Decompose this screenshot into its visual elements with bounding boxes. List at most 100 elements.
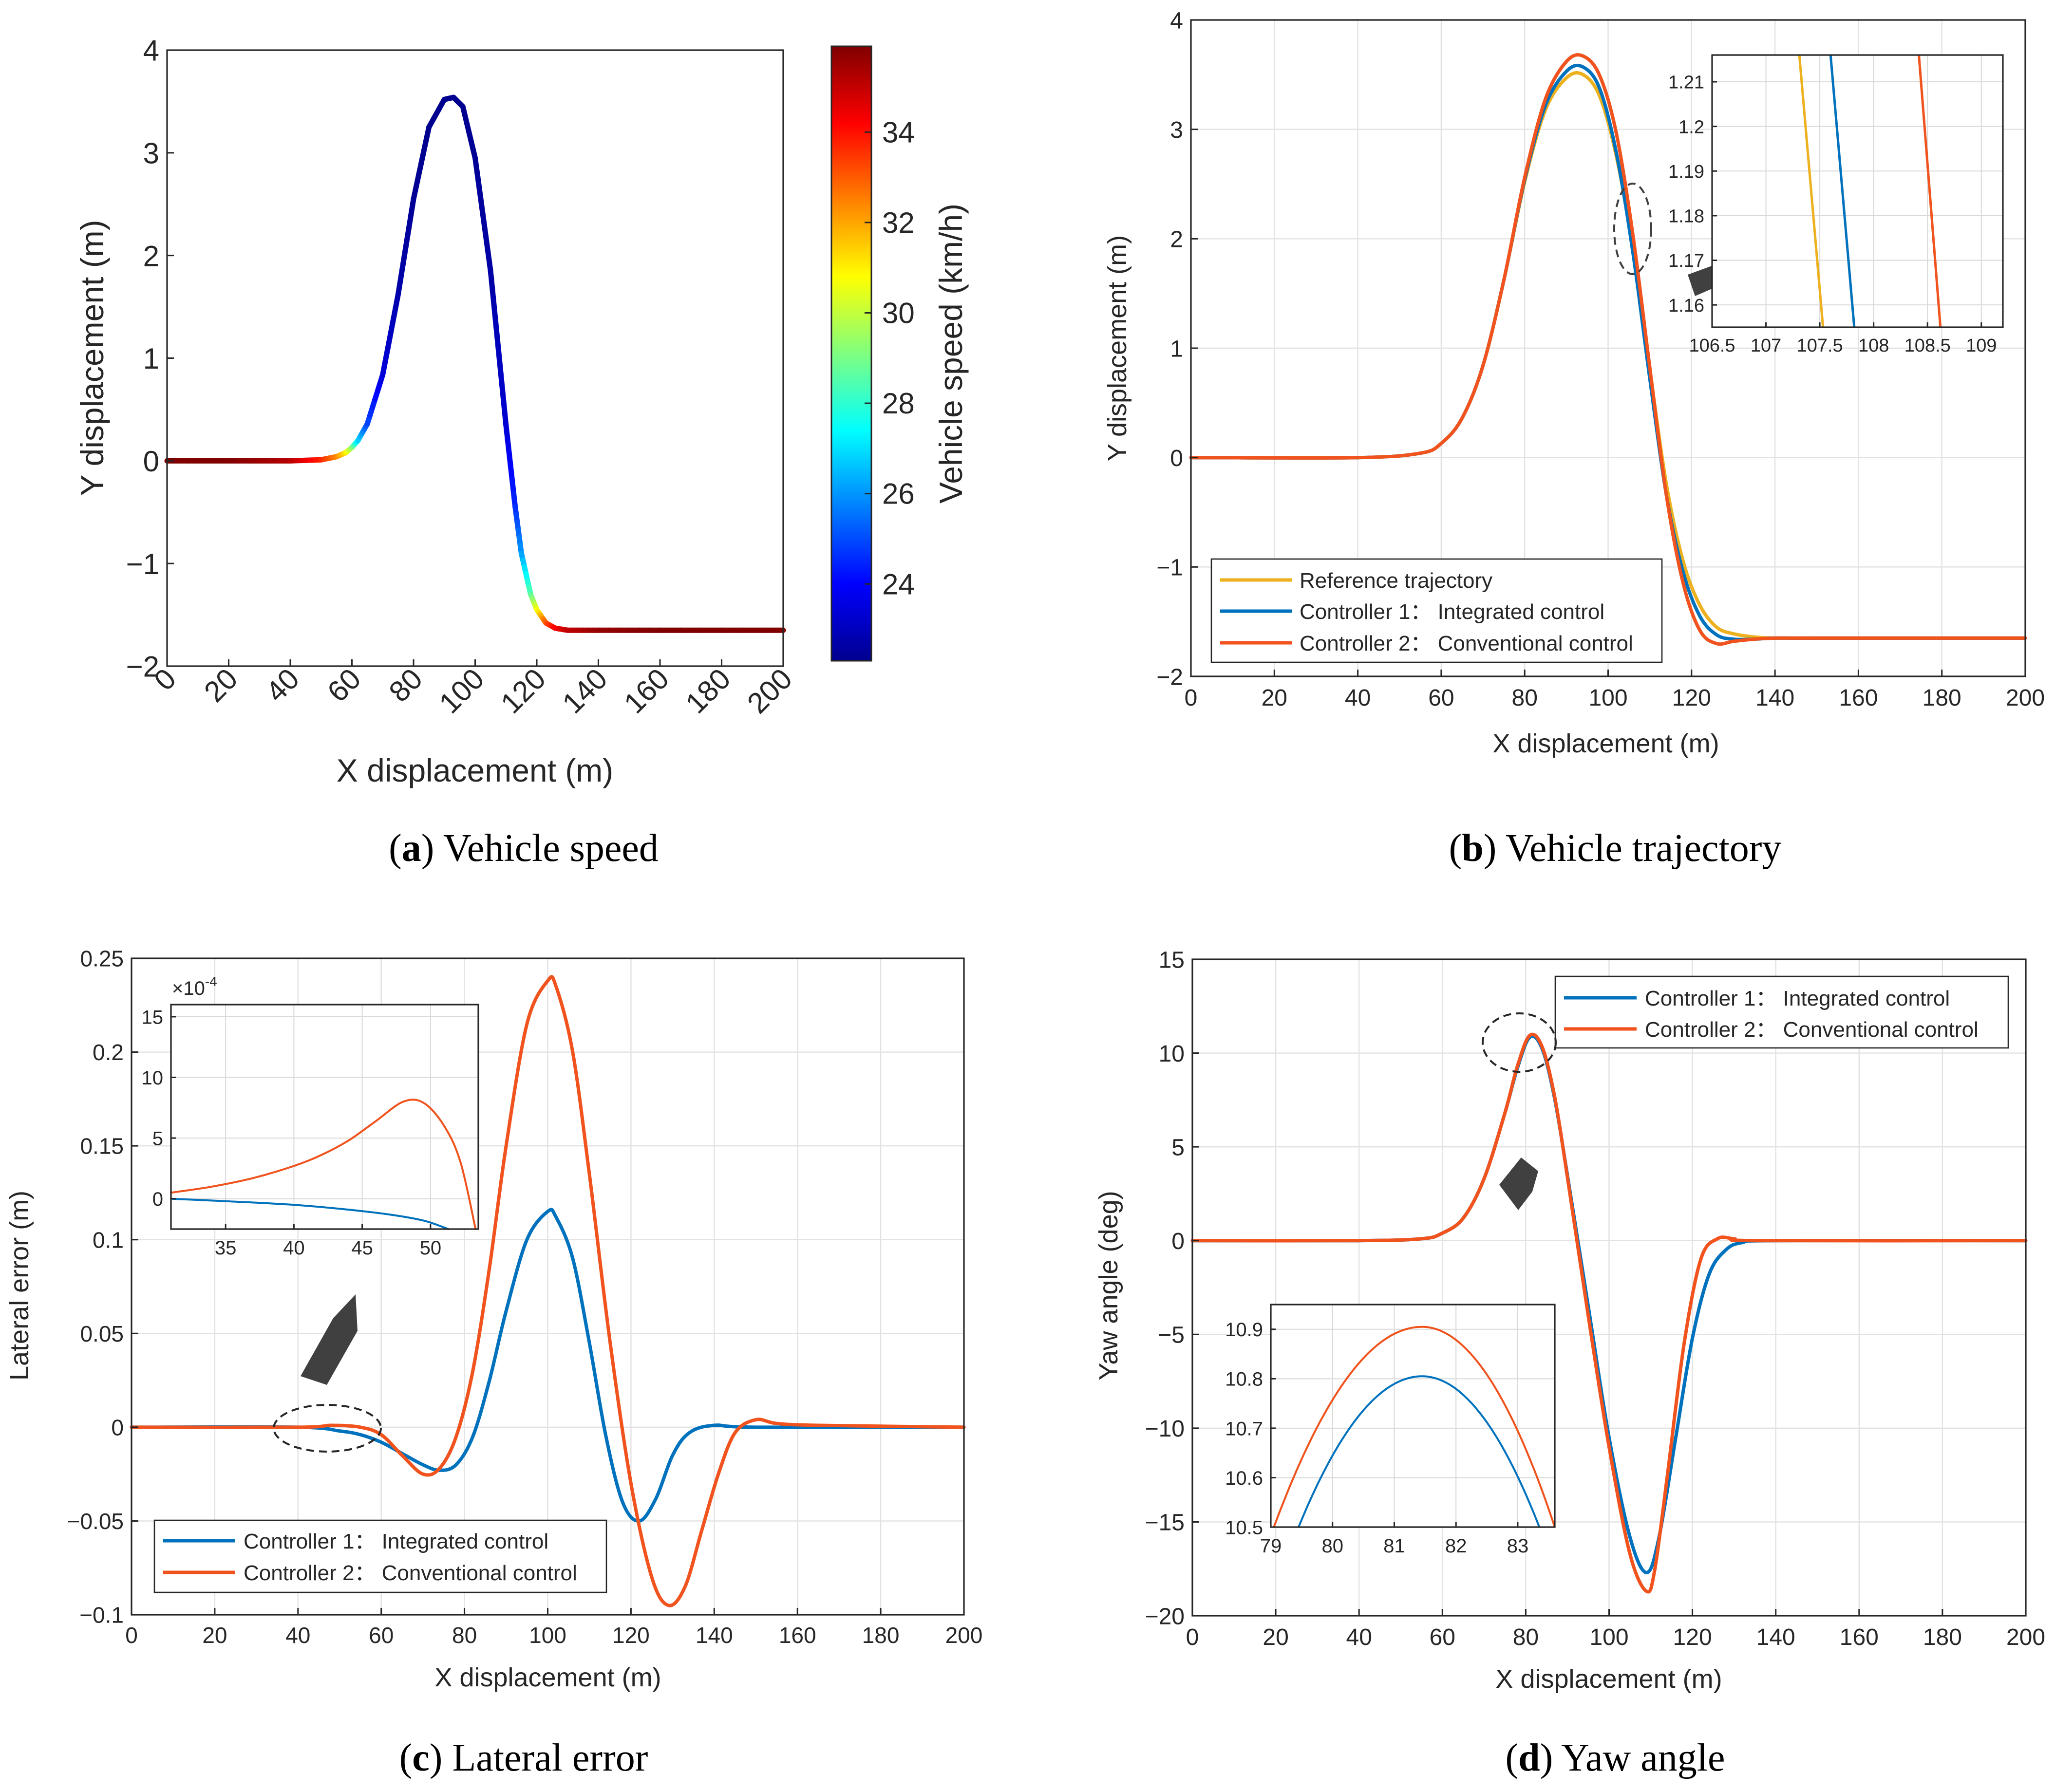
y-tick-label: 5 xyxy=(1171,1135,1185,1160)
zoom-region-ellipse xyxy=(1613,183,1652,275)
panel-a-y-axis-label: Y displacement (m) xyxy=(74,220,110,496)
x-tick-label: 45 xyxy=(351,1237,373,1259)
speed-colored-trajectory-segment xyxy=(403,228,411,250)
speed-colored-trajectory-segment xyxy=(408,196,416,218)
y-tick-label: −5 xyxy=(1158,1323,1185,1348)
x-tick-label: 35 xyxy=(215,1237,237,1259)
speed-colored-trajectory-segment xyxy=(483,230,491,255)
colorbar-tick-label: 24 xyxy=(882,568,915,600)
legend-label-reference: Reference trajectory xyxy=(1300,569,1492,593)
y-tick-label: 0.15 xyxy=(80,1134,124,1159)
colorbar-label: Vehicle speed (km/h) xyxy=(933,204,969,504)
panel-b-vehicle-trajectory: 0 20 40 60 80 100 120 140 160 180 200 −2 −1 0 1 2 3 4 X d… xyxy=(1103,8,2045,758)
x-tick-label: 40 xyxy=(260,662,306,709)
y-tick-label: 2 xyxy=(143,240,159,272)
caption-d: (d) Yaw angle xyxy=(1505,1736,1725,1779)
legend-label-controller-2: Controller 2： Conventional control xyxy=(244,1561,577,1585)
y-tick-label: 0 xyxy=(111,1415,124,1440)
x-tick-label: 60 xyxy=(369,1623,394,1648)
x-tick-label: 140 xyxy=(1755,685,1794,711)
y-tick-label: −20 xyxy=(1145,1604,1185,1629)
panel-a-x-axis-label: X displacement (m) xyxy=(337,752,614,788)
x-tick-label: 120 xyxy=(494,662,552,720)
y-tick-label: 1.2 xyxy=(1678,117,1704,137)
x-tick-label: 60 xyxy=(1428,685,1454,711)
y-tick-label: 10.8 xyxy=(1225,1369,1263,1390)
inset-series-line-2 xyxy=(1829,55,1856,328)
speed-colored-trajectory-segment xyxy=(490,294,499,325)
x-tick-label: 0 xyxy=(1186,1624,1199,1650)
x-tick-label: 20 xyxy=(202,1623,227,1648)
colorbar xyxy=(830,45,872,662)
y-tick-label: 3 xyxy=(143,137,159,169)
y-tick-label: 0.25 xyxy=(80,946,124,971)
legend-label-controller-1: Controller 1： Integrated control xyxy=(244,1530,548,1553)
x-tick-label: 107.5 xyxy=(1797,336,1843,356)
panel-d-y-axis-label: Yaw angle (deg) xyxy=(1094,1191,1123,1380)
x-tick-label: 106.5 xyxy=(1689,336,1735,356)
speed-colored-trajectory-segment xyxy=(485,249,493,274)
legend-label-controller-1: Controller 1： Integrated control xyxy=(1645,987,1950,1010)
x-tick-label: 200 xyxy=(741,662,798,720)
speed-colored-trajectory-segment xyxy=(475,174,483,199)
x-tick-label: 109 xyxy=(1966,336,1997,356)
speed-colored-trajectory-segment xyxy=(405,212,414,234)
y-tick-label: 1.16 xyxy=(1668,296,1704,316)
x-tick-label: 200 xyxy=(945,1623,983,1648)
colorbar-tick-label: 32 xyxy=(882,206,915,239)
speed-colored-trajectory-segment xyxy=(398,260,406,281)
y-tick-label: −1 xyxy=(1156,555,1183,581)
x-tick-label: 40 xyxy=(283,1237,305,1259)
x-tick-label: 160 xyxy=(779,1623,816,1648)
x-tick-label: 20 xyxy=(198,662,244,709)
y-tick-label: 1.17 xyxy=(1668,251,1704,271)
y-tick-label: 15 xyxy=(1159,947,1185,973)
x-tick-label: 100 xyxy=(1589,1624,1628,1650)
speed-colored-trajectory-segment xyxy=(480,211,489,236)
x-tick-label: 108.5 xyxy=(1904,336,1951,356)
zoom-region-ellipse xyxy=(1482,1012,1557,1073)
speed-colored-trajectory-segment xyxy=(493,319,501,351)
y-tick-label: −2 xyxy=(126,651,159,683)
speed-colored-trajectory-segment xyxy=(498,371,506,402)
zoom-arrow-icon xyxy=(1499,1157,1538,1210)
y-tick-label: 1.21 xyxy=(1668,73,1704,93)
x-tick-label: 80 xyxy=(1321,1535,1343,1557)
x-tick-label: 79 xyxy=(1260,1535,1282,1557)
caption-b: (b) Vehicle trajectory xyxy=(1449,827,1782,870)
panel-c-x-axis-label: X displacement (m) xyxy=(434,1663,661,1692)
y-tick-label: 4 xyxy=(143,35,159,67)
x-tick-label: 107 xyxy=(1751,336,1781,356)
zoom-region-ellipse xyxy=(273,1404,382,1453)
x-tick-label: 160 xyxy=(1840,1624,1879,1650)
y-tick-label: −2 xyxy=(1156,664,1183,690)
y-tick-label: 0 xyxy=(1170,446,1183,471)
panel-d-legend: Controller 1： Integrated control Control… xyxy=(1554,975,2009,1049)
x-tick-label: 80 xyxy=(1513,1624,1539,1650)
x-tick-label: 20 xyxy=(1262,685,1287,711)
y-tick-label: 10.9 xyxy=(1225,1319,1263,1341)
y-tick-label: 10.6 xyxy=(1225,1468,1263,1489)
x-tick-label: 120 xyxy=(612,1623,650,1648)
x-tick-label: 180 xyxy=(1923,1624,1962,1650)
panel-b-legend: Reference trajectory Controller 1： Integ… xyxy=(1210,558,1663,663)
caption-a: (a) Vehicle speed xyxy=(389,827,659,870)
x-tick-label: 80 xyxy=(452,1623,477,1648)
x-tick-label: 100 xyxy=(1588,685,1627,711)
x-tick-label: 60 xyxy=(321,662,367,709)
x-tick-label: 81 xyxy=(1383,1535,1405,1557)
y-tick-label: 0.1 xyxy=(93,1227,124,1252)
y-tick-label: 5 xyxy=(152,1128,163,1150)
series-line-2 xyxy=(1190,1032,2028,1594)
y-tick-label: 0 xyxy=(1171,1229,1185,1254)
x-tick-label: 0 xyxy=(1185,685,1198,711)
legend-label-controller-2: Controller 2： Conventional control xyxy=(1300,632,1633,655)
x-tick-label: 120 xyxy=(1673,1624,1712,1650)
inset-series-line-2 xyxy=(1298,1375,1541,1528)
inset-exponent-label: ×10-4 xyxy=(172,974,217,999)
x-tick-label: 80 xyxy=(1512,685,1538,711)
x-tick-label: 83 xyxy=(1507,1535,1529,1557)
colorbar-tick-label: 30 xyxy=(882,297,915,329)
